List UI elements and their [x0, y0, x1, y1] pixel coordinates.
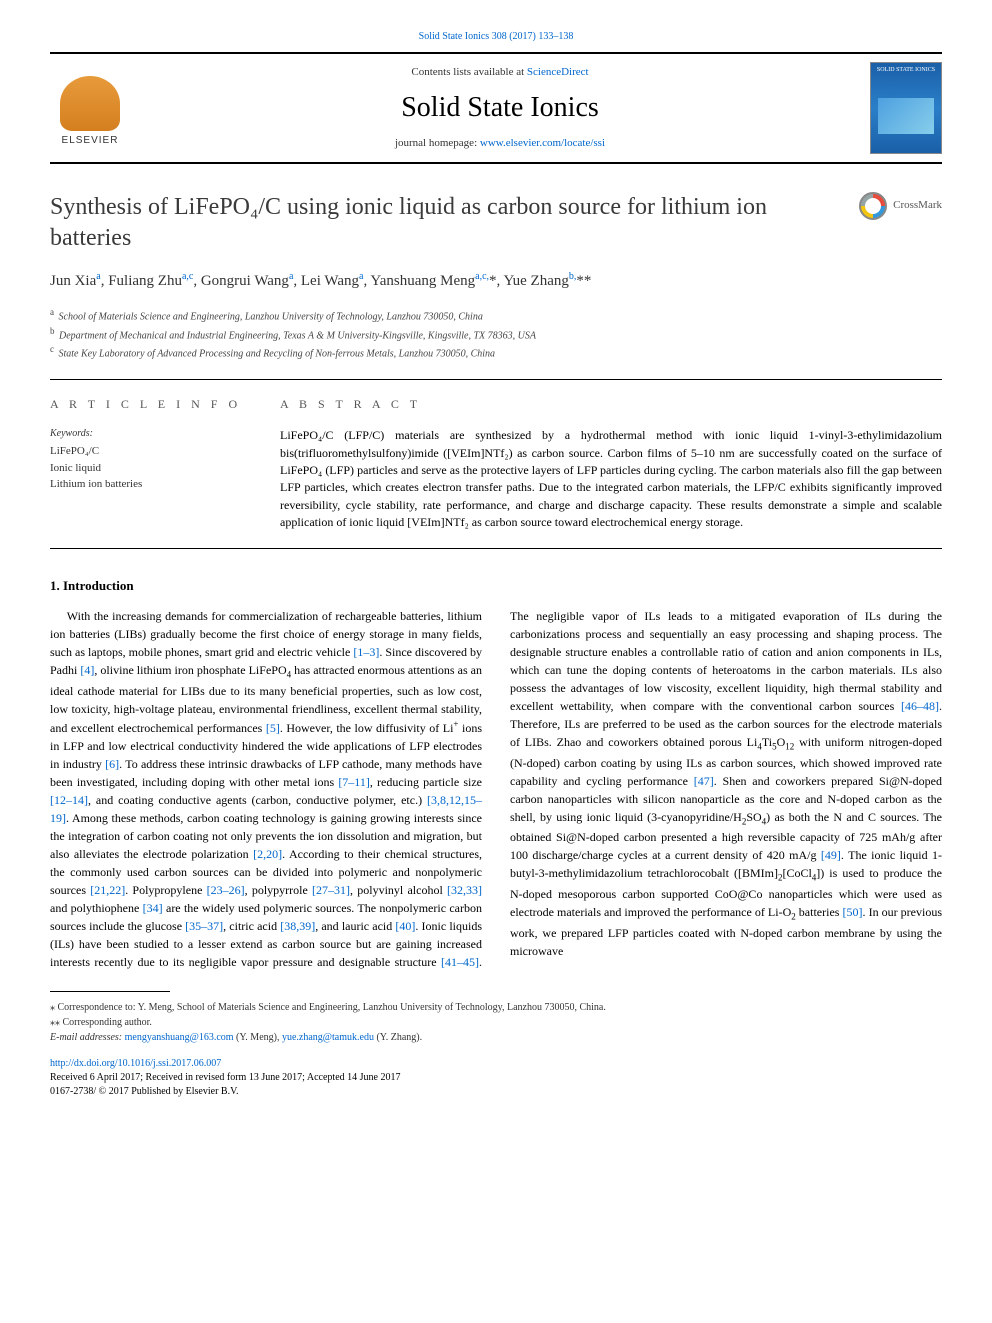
crossmark-icon [859, 192, 887, 220]
doi-link[interactable]: http://dx.doi.org/10.1016/j.ssi.2017.06.… [50, 1058, 221, 1069]
ref-link[interactable]: [41–45] [441, 955, 479, 969]
ref-link[interactable]: [49] [821, 848, 841, 862]
crossmark-label: CrossMark [893, 198, 942, 213]
ref-link[interactable]: [6] [105, 757, 119, 771]
elsevier-tree-icon [60, 76, 120, 131]
ref-link[interactable]: [46–48] [901, 699, 939, 713]
ref-link[interactable]: [40] [395, 919, 415, 933]
corresponding-note-1: ⁎ Correspondence to: Y. Meng, School of … [50, 1000, 942, 1015]
journal-citation: Solid State Ionics 308 (2017) 133–138 [50, 30, 942, 44]
ref-link[interactable]: [34] [143, 901, 163, 915]
ref-link[interactable]: [32,33] [447, 883, 482, 897]
contents-line: Contents lists available at ScienceDirec… [130, 65, 870, 80]
authors-line: Jun Xiaa, Fuliang Zhua,c, Gongrui Wanga,… [50, 270, 942, 292]
ref-link[interactable]: [47] [694, 774, 714, 788]
ref-link[interactable]: [50] [843, 905, 863, 919]
affiliation-a: a School of Materials Science and Engine… [50, 306, 942, 324]
ref-link[interactable]: [38,39] [280, 919, 315, 933]
intro-heading: 1. Introduction [50, 577, 942, 595]
abstract-heading: A B S T R A C T [280, 396, 942, 413]
journal-name: Solid State Ionics [130, 88, 870, 127]
ref-link[interactable]: [21,22] [90, 883, 125, 897]
affiliations: a School of Materials Science and Engine… [50, 306, 942, 361]
copyright-line: 0167-2738/ © 2017 Published by Elsevier … [50, 1085, 942, 1099]
sciencedirect-link[interactable]: ScienceDirect [527, 66, 589, 78]
keywords-list: LiFePO₄/CIonic liquidLithium ion batteri… [50, 443, 250, 493]
intro-paragraph: With the increasing demands for commerci… [50, 607, 942, 971]
crossmark-badge[interactable]: CrossMark [859, 192, 942, 220]
abstract-panel: A B S T R A C T LiFePO₄/C (LFP/C) materi… [280, 396, 942, 531]
intro-body: With the increasing demands for commerci… [50, 607, 942, 971]
abstract-text: LiFePO₄/C (LFP/C) materials are synthesi… [280, 427, 942, 531]
ref-link[interactable]: [4] [80, 663, 94, 677]
journal-header: ELSEVIER Contents lists available at Sci… [50, 52, 942, 164]
email-line: E-mail addresses: mengyanshuang@163.com … [50, 1030, 942, 1045]
article-info-heading: A R T I C L E I N F O [50, 396, 250, 413]
ref-link[interactable]: [27–31] [312, 883, 350, 897]
homepage-line: journal homepage: www.elsevier.com/locat… [130, 136, 870, 151]
ref-link[interactable]: [12–14] [50, 793, 88, 807]
journal-cover[interactable]: SOLID STATE IONICS [870, 62, 942, 154]
ref-link[interactable]: [2,20] [253, 847, 282, 861]
article-title: Synthesis of LiFePO₄/C using ionic liqui… [50, 192, 859, 254]
affiliation-c: c State Key Laboratory of Advanced Proce… [50, 343, 942, 361]
footnotes: ⁎ Correspondence to: Y. Meng, School of … [50, 1000, 942, 1045]
received-line: Received 6 April 2017; Received in revis… [50, 1071, 942, 1085]
footnote-separator [50, 991, 170, 992]
email-link-2[interactable]: yue.zhang@tamuk.edu [282, 1032, 374, 1043]
ref-link[interactable]: [23–26] [207, 883, 245, 897]
ref-link[interactable]: [35–37] [185, 919, 223, 933]
doi-block: http://dx.doi.org/10.1016/j.ssi.2017.06.… [50, 1057, 942, 1099]
article-info-panel: A R T I C L E I N F O Keywords: LiFePO₄/… [50, 396, 250, 531]
keywords-label: Keywords: [50, 427, 250, 441]
citation-link[interactable]: Solid State Ionics 308 (2017) 133–138 [419, 31, 574, 42]
cover-image-icon [878, 98, 934, 134]
ref-link[interactable]: [5] [266, 721, 280, 735]
affiliation-b: b Department of Mechanical and Industria… [50, 325, 942, 343]
elsevier-logo[interactable]: ELSEVIER [50, 68, 130, 148]
elsevier-label: ELSEVIER [62, 134, 119, 148]
email-link-1[interactable]: mengyanshuang@163.com [125, 1032, 234, 1043]
cover-title: SOLID STATE IONICS [877, 67, 935, 74]
corresponding-note-2: ⁎⁎ Corresponding author. [50, 1015, 942, 1030]
ref-link[interactable]: [3,8,12,15–19] [50, 793, 482, 825]
ref-link[interactable]: [7–11] [338, 775, 370, 789]
homepage-link[interactable]: www.elsevier.com/locate/ssi [480, 137, 605, 149]
ref-link[interactable]: [1–3] [353, 645, 379, 659]
